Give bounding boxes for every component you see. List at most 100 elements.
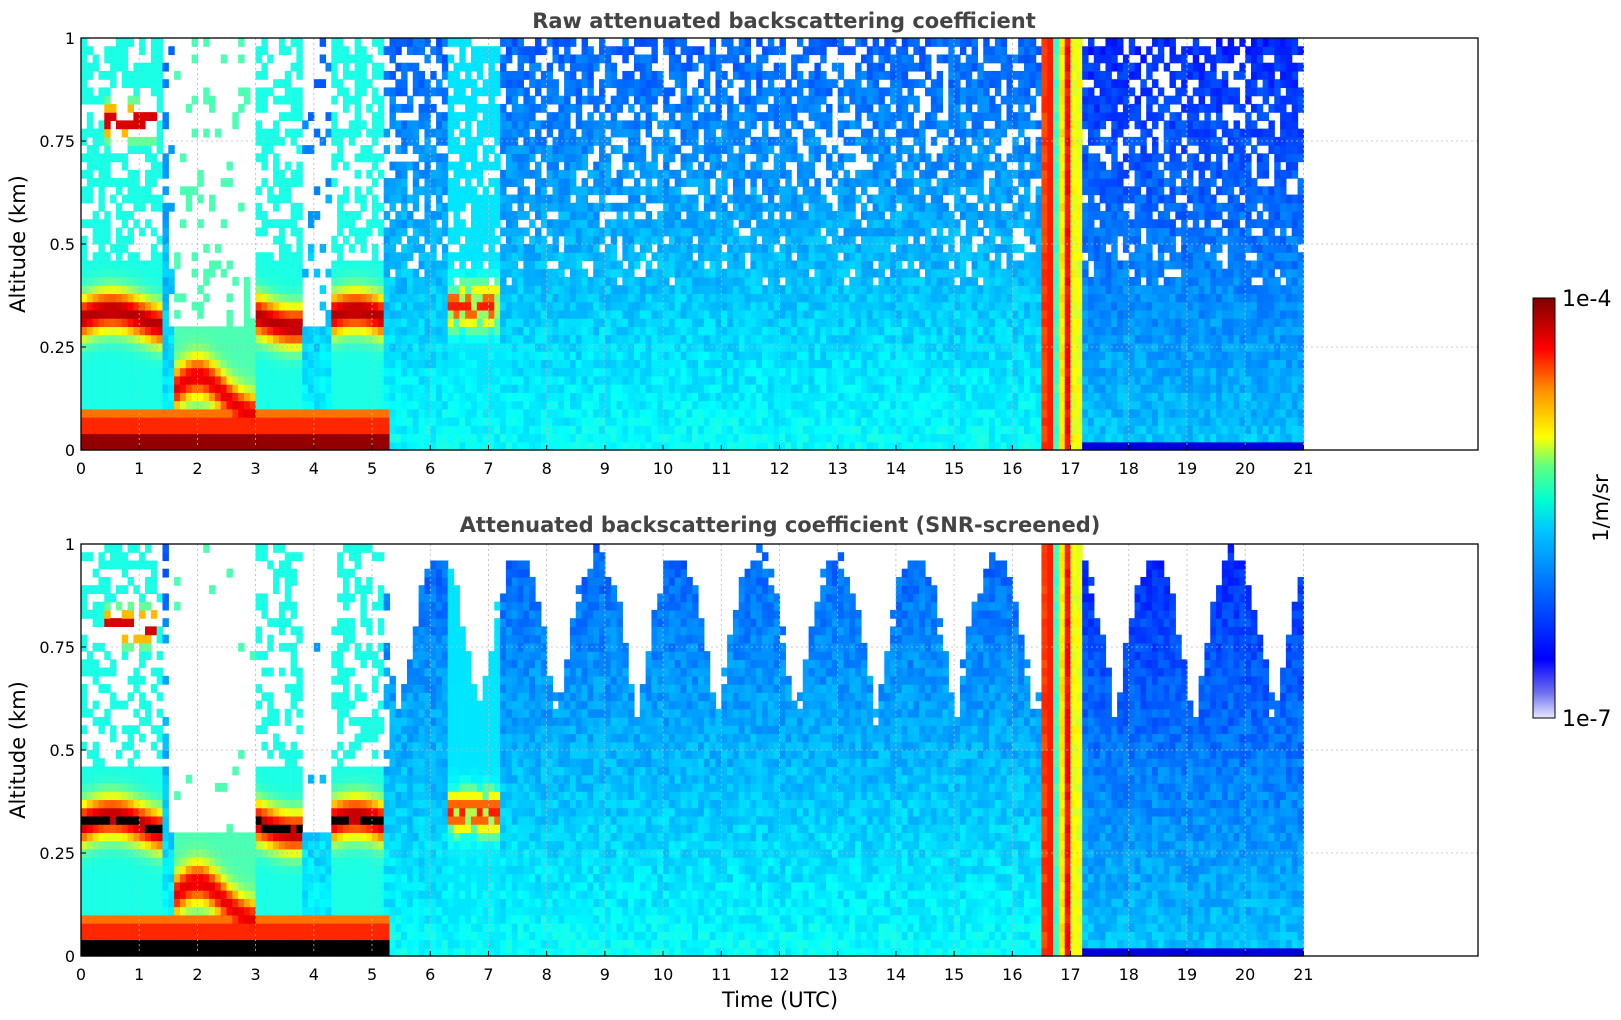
heatmap-cell (715, 145, 722, 154)
heatmap-cell (581, 309, 589, 319)
heatmap-cell (401, 260, 408, 270)
heatmap-cell (436, 128, 443, 138)
heatmap-cell (802, 54, 810, 64)
heatmap-cell (465, 194, 472, 204)
heatmap-cell (698, 79, 705, 89)
heatmap-cell (575, 293, 583, 303)
heatmap-cell (412, 194, 420, 204)
heatmap-cell (756, 392, 763, 402)
heatmap-cell (372, 285, 379, 295)
heatmap-cell (290, 359, 297, 369)
heatmap-cell (471, 62, 478, 72)
heatmap-cell (377, 128, 385, 138)
heatmap-cell (831, 351, 839, 360)
heatmap-cell (703, 79, 711, 89)
heatmap-cell (668, 235, 676, 245)
heatmap-cell (639, 252, 647, 262)
heatmap-cell (389, 400, 396, 410)
heatmap-cell (756, 112, 763, 121)
heatmap-cell (645, 400, 653, 410)
heatmap-cell (616, 375, 623, 385)
heatmap-cell (313, 359, 321, 369)
heatmap-cell (703, 120, 711, 130)
heatmap-cell (738, 87, 746, 97)
heatmap-cell (785, 227, 792, 237)
heatmap-cell (372, 70, 379, 80)
heatmap-cell (639, 120, 647, 130)
heatmap-cell (750, 194, 757, 204)
heatmap-cell (564, 54, 571, 64)
heatmap-cell (342, 128, 350, 138)
heatmap-cell (511, 318, 519, 327)
heatmap-cell (139, 38, 146, 47)
heatmap-cell (529, 441, 536, 451)
heatmap-cell (779, 194, 786, 204)
heatmap-cell (273, 202, 280, 212)
heatmap-cell (750, 227, 757, 237)
heatmap-cell (436, 54, 443, 64)
heatmap-cell (302, 120, 309, 130)
heatmap-cell (721, 301, 728, 311)
heatmap-cell (389, 318, 396, 327)
heatmap-cell (337, 367, 344, 377)
heatmap-cell (744, 95, 751, 105)
heatmap-cell (348, 70, 356, 80)
heatmap-cell (593, 351, 600, 360)
heatmap-cell (564, 103, 571, 113)
heatmap-cell (377, 169, 385, 179)
heatmap-cell (354, 367, 361, 377)
heatmap-cell (465, 400, 472, 410)
heatmap-cell (342, 318, 350, 327)
heatmap-cell (680, 400, 687, 410)
heatmap-cell (529, 103, 536, 113)
heatmap-cell (581, 375, 589, 385)
heatmap-cell (110, 153, 117, 163)
heatmap-cell (436, 178, 443, 187)
heatmap-cell (121, 392, 129, 402)
heatmap-cell (517, 244, 524, 253)
heatmap-cell (302, 425, 309, 435)
heatmap-cell (831, 342, 839, 352)
heatmap-cell (732, 441, 740, 451)
heatmap-cell (232, 112, 239, 121)
heatmap-cell (471, 79, 478, 89)
heatmap-cell (639, 342, 647, 352)
heatmap-cell (482, 194, 490, 204)
heatmap-cell (721, 384, 728, 393)
heatmap-cell (698, 384, 705, 393)
heatmap-cell (255, 309, 263, 319)
heatmap-cell (767, 433, 775, 443)
heatmap-cell (569, 309, 577, 319)
heatmap-cell (203, 334, 210, 344)
heatmap-cell (406, 309, 414, 319)
heatmap-cell (552, 38, 559, 47)
heatmap-cell (337, 408, 344, 418)
heatmap-cell (581, 433, 589, 443)
heatmap-cell (732, 153, 740, 163)
heatmap-cell (663, 334, 670, 344)
heatmap-cell (698, 375, 705, 385)
heatmap-cell (517, 268, 524, 278)
heatmap-cell (168, 433, 175, 443)
heatmap-cell (325, 178, 332, 187)
heatmap-cell (494, 367, 501, 377)
heatmap-cell (238, 425, 245, 435)
heatmap-cell (121, 301, 129, 311)
heatmap-cell (389, 326, 396, 336)
heatmap-cell (604, 244, 612, 253)
heatmap-cell (255, 433, 263, 443)
heatmap-cell (471, 326, 478, 336)
heatmap-cell (727, 38, 734, 47)
heatmap-cell (732, 211, 740, 220)
heatmap-cell (808, 235, 816, 245)
heatmap-cell (599, 112, 606, 121)
heatmap-cell (622, 87, 629, 97)
heatmap-cell (575, 211, 583, 220)
heatmap-cell (785, 441, 792, 451)
heatmap-cell (575, 194, 583, 204)
heatmap-cell (115, 202, 123, 212)
heatmap-cell (738, 334, 746, 344)
heatmap-cell (674, 293, 682, 303)
heatmap-cell (86, 318, 94, 327)
heatmap-cell (313, 375, 321, 385)
